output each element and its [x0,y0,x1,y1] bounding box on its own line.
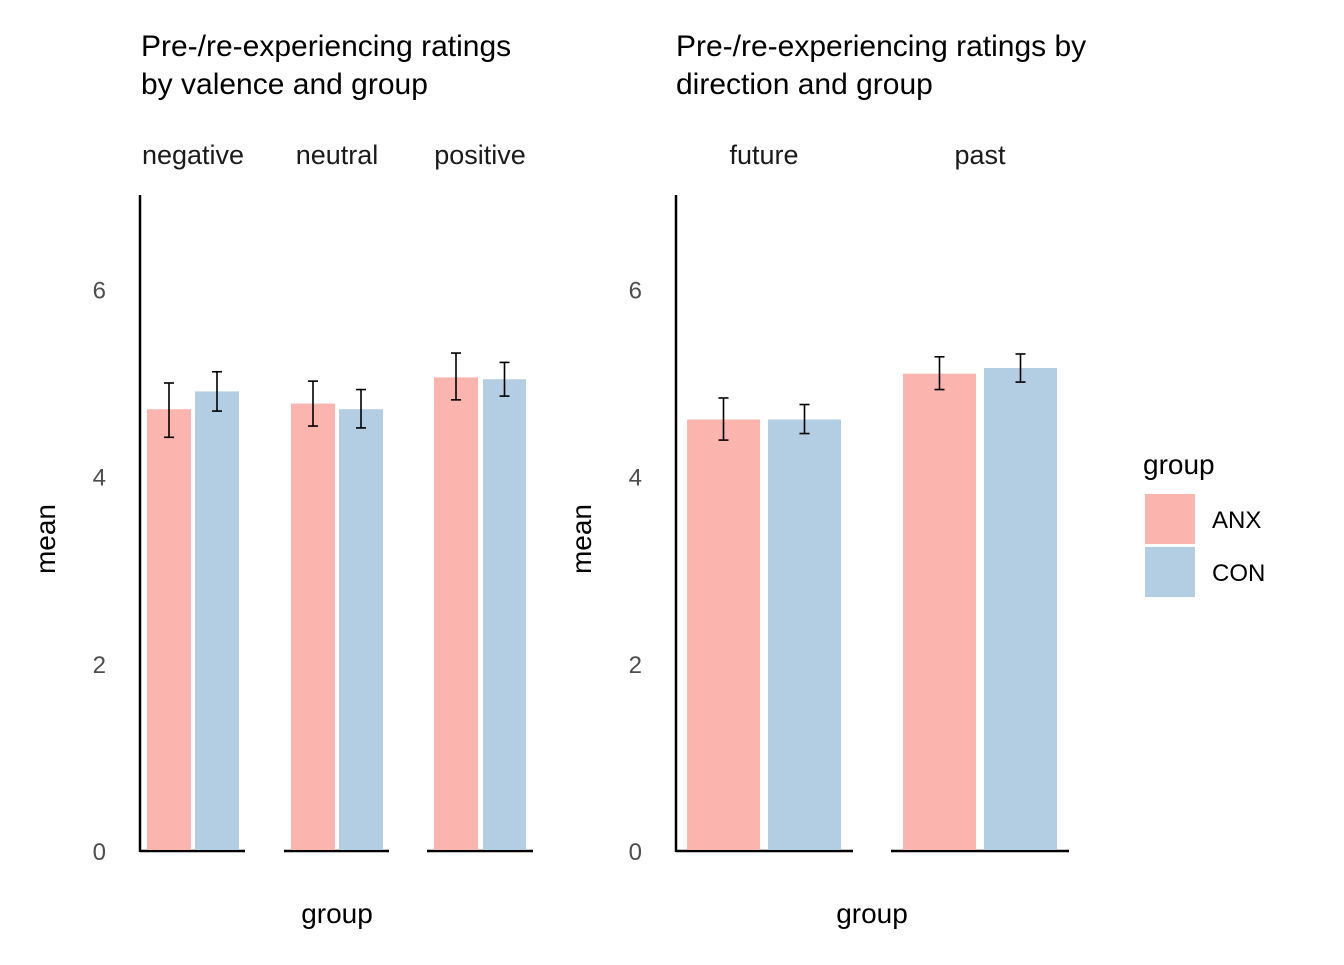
legend: group ANX CON [1143,449,1265,597]
facet-strip-label: past [954,140,1006,170]
facet-strip-label: neutral [296,140,379,170]
y-axis-title: mean [566,504,597,574]
error-bar-ANX [164,382,174,439]
facet-neutral: neutral [284,140,389,853]
legend-title: group [1143,449,1215,480]
bar-CON [768,419,841,850]
chart-title-line: by valence and group [141,68,428,101]
legend-label-ANX: ANX [1212,507,1261,534]
y-tick-label: 4 [93,465,106,492]
bar-CON [195,391,239,850]
bar-CON [483,379,526,850]
y-tick-label: 0 [629,839,642,866]
facet-future: future [676,140,853,853]
bar-ANX [291,403,335,850]
facet-negative: negative [140,140,245,853]
panel-direction: Pre-/re-experiencing ratings by direction… [566,30,1086,929]
chart-title-line: direction and group [676,68,933,101]
error-bar-CON [356,388,366,429]
legend-key-CON [1145,547,1195,597]
legend-label-CON: CON [1212,560,1265,587]
bar-CON [984,368,1057,850]
panel-valence: Pre-/re-experiencing ratings by valence a… [30,30,533,929]
x-axis-title: group [836,898,908,929]
chart-title: Pre-/re-experiencing ratings by valence a… [141,30,511,101]
y-axis-title: mean [30,504,61,574]
error-bar-CON [799,403,810,435]
y-tick-label: 2 [629,652,642,679]
y-tick-label: 6 [93,277,106,304]
bar-CON [339,409,383,850]
error-bar-ANX [451,352,461,401]
error-bar-CON [499,361,510,397]
bar-ANX [434,377,478,850]
chart-title-line: Pre-/re-experiencing ratings [141,30,511,63]
error-bar-ANX [934,355,945,391]
chart-title-line: Pre-/re-experiencing ratings by [676,30,1086,63]
x-axis-title: group [301,898,373,929]
legend-key-ANX [1145,494,1195,544]
facet-strip-label: future [729,140,798,170]
y-tick-label: 2 [93,652,106,679]
error-bar-CON [212,370,222,412]
facet-strip-label: positive [434,140,526,170]
facet-past: past [891,140,1069,853]
bar-ANX [687,419,760,850]
y-tick-label: 4 [629,465,642,492]
error-bar-ANX [308,380,318,427]
y-tick-label: 0 [93,839,106,866]
y-tick-label: 6 [629,277,642,304]
facet-positive: positive [427,140,533,853]
bar-ANX [147,409,191,850]
facet-strip-label: negative [142,140,244,170]
error-bar-ANX [718,397,729,441]
bar-ANX [903,373,976,850]
chart-title: Pre-/re-experiencing ratings by direction… [676,30,1086,101]
error-bar-CON [1015,353,1026,383]
